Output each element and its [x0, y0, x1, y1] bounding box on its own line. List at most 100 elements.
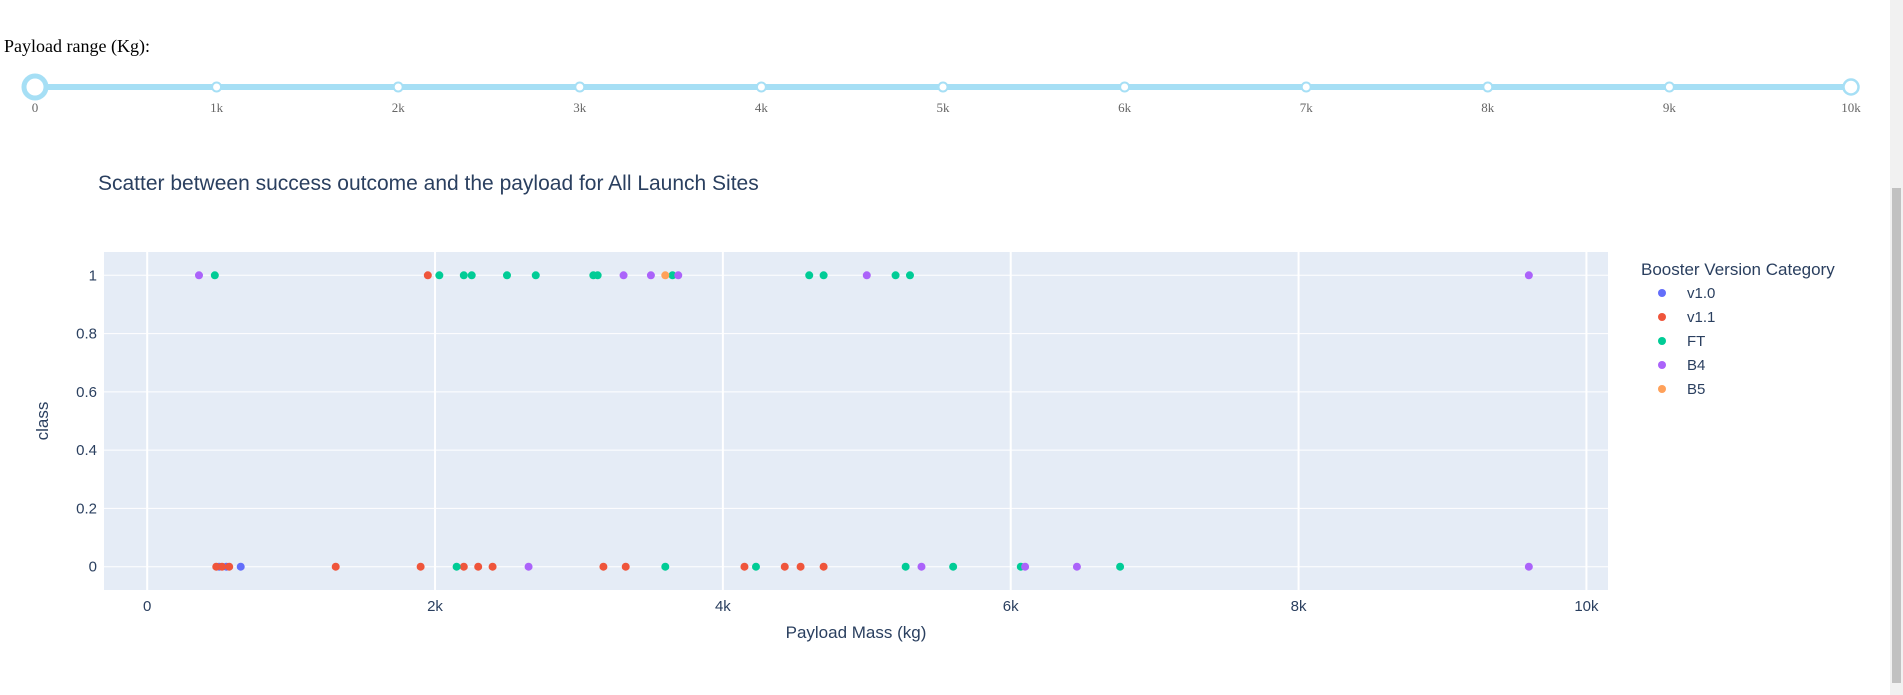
legend-item-label[interactable]: B5	[1687, 381, 1705, 398]
data-point-ft[interactable]	[210, 271, 219, 280]
data-point-ft[interactable]	[668, 271, 677, 280]
payload-range-slider[interactable]: 0 1k 2k 3k 4k 5k 6k 7k 8k 9k 10k	[0, 70, 1903, 130]
data-point-v1-0[interactable]	[236, 562, 245, 571]
legend-title: Booster Version Category	[1641, 260, 1835, 279]
x-tick-label: 2k	[427, 598, 443, 615]
slider-handle-max[interactable]	[1842, 78, 1860, 96]
legend-marker[interactable]	[1658, 337, 1666, 345]
x-tick-label: 10k	[1574, 598, 1599, 615]
data-point-ft[interactable]	[819, 271, 828, 280]
payload-range-label: Payload range (Kg):	[4, 36, 150, 56]
data-point-b4[interactable]	[674, 271, 683, 280]
x-axis-label: Payload Mass (kg)	[786, 623, 927, 642]
data-point-v1-1[interactable]	[740, 562, 749, 571]
slider-mark-dot[interactable]	[211, 81, 223, 93]
y-tick-label: 0.2	[76, 500, 97, 517]
data-point-ft[interactable]	[459, 271, 468, 280]
data-point-v1-1[interactable]	[416, 562, 425, 571]
slider-mark-label: 9k	[1663, 100, 1677, 115]
data-point-b4[interactable]	[619, 271, 628, 280]
data-point-v1-1[interactable]	[474, 562, 483, 571]
chart-title: Scatter between success outcome and the …	[98, 172, 759, 195]
slider-mark-dot[interactable]	[1482, 81, 1494, 93]
data-point-ft[interactable]	[751, 562, 760, 571]
slider-handle-min[interactable]	[21, 73, 49, 101]
legend-marker[interactable]	[1658, 313, 1666, 321]
data-point-ft[interactable]	[435, 271, 444, 280]
legend-marker[interactable]	[1658, 385, 1666, 393]
data-point-v1-1[interactable]	[225, 562, 234, 571]
slider-mark-dot[interactable]	[1119, 81, 1131, 93]
data-point-b4[interactable]	[194, 271, 203, 280]
data-point-ft[interactable]	[502, 271, 511, 280]
x-tick-label: 8k	[1291, 598, 1307, 615]
y-tick-label: 0.8	[76, 326, 97, 343]
slider-mark-label: 10k	[1841, 100, 1861, 115]
data-point-v1-1[interactable]	[331, 562, 340, 571]
y-tick-label: 0.4	[76, 442, 97, 459]
y-tick-label: 0	[89, 559, 97, 576]
scatter-chart: Scatter between success outcome and the …	[33, 172, 1835, 642]
legend-item-label[interactable]: v1.1	[1687, 309, 1715, 326]
slider-mark-dot[interactable]	[755, 81, 767, 93]
data-point-b4[interactable]	[1072, 562, 1081, 571]
slider-mark-label: 2k	[392, 100, 406, 115]
slider-mark-label: 8k	[1481, 100, 1495, 115]
data-point-b4[interactable]	[1524, 562, 1533, 571]
data-point-ft[interactable]	[1116, 562, 1125, 571]
data-point-b4[interactable]	[646, 271, 655, 280]
slider-mark-dot[interactable]	[1300, 81, 1312, 93]
data-point-v1-1[interactable]	[780, 562, 789, 571]
data-point-v1-1[interactable]	[459, 562, 468, 571]
slider-mark-dot[interactable]	[574, 81, 586, 93]
page-scrollbar[interactable]	[1890, 0, 1903, 695]
data-point-ft[interactable]	[531, 271, 540, 280]
data-point-b4[interactable]	[917, 562, 926, 571]
slider-mark-label: 0	[32, 100, 39, 115]
data-point-ft[interactable]	[949, 562, 958, 571]
data-point-ft[interactable]	[467, 271, 476, 280]
y-tick-label: 0.6	[76, 384, 97, 401]
data-point-b5[interactable]	[661, 271, 670, 280]
slider-mark-label: 6k	[1118, 100, 1132, 115]
legend-item-label[interactable]: FT	[1687, 333, 1705, 350]
slider-mark-label: 3k	[573, 100, 587, 115]
data-point-ft[interactable]	[593, 271, 602, 280]
data-point-ft[interactable]	[805, 271, 814, 280]
data-point-v1-1[interactable]	[218, 562, 227, 571]
legend-marker[interactable]	[1658, 361, 1666, 369]
legend-marker[interactable]	[1658, 289, 1666, 297]
data-point-v1-1[interactable]	[488, 562, 497, 571]
data-point-b4[interactable]	[1021, 562, 1030, 571]
slider-mark-dot[interactable]	[392, 81, 404, 93]
data-point-ft[interactable]	[891, 271, 900, 280]
data-point-v1-1[interactable]	[621, 562, 630, 571]
data-point-ft[interactable]	[661, 562, 670, 571]
y-tick-label: 1	[89, 267, 97, 284]
data-point-v1-1[interactable]	[212, 562, 221, 571]
data-point-ft[interactable]	[901, 562, 910, 571]
slider-mark-label: 5k	[937, 100, 951, 115]
data-point-b4[interactable]	[1524, 271, 1533, 280]
slider-mark-dot[interactable]	[1663, 81, 1675, 93]
data-point-ft[interactable]	[452, 562, 461, 571]
legend-item-label[interactable]: B4	[1687, 357, 1705, 374]
x-tick-label: 6k	[1003, 598, 1019, 615]
data-point-v1-1[interactable]	[423, 271, 432, 280]
data-point-b4[interactable]	[524, 562, 533, 571]
y-axis-label: class	[33, 402, 52, 441]
slider-mark-label: 7k	[1300, 100, 1314, 115]
scrollbar-thumb[interactable]	[1892, 188, 1901, 683]
slider-mark-label: 1k	[210, 100, 224, 115]
legend-item-label[interactable]: v1.0	[1687, 285, 1715, 302]
data-point-ft[interactable]	[905, 271, 914, 280]
x-tick-label: 4k	[715, 598, 731, 615]
slider-mark-dot[interactable]	[937, 81, 949, 93]
data-point-v1-1[interactable]	[819, 562, 828, 571]
data-point-v1-1[interactable]	[796, 562, 805, 571]
plot-background	[104, 252, 1608, 590]
x-tick-label: 0	[143, 598, 151, 615]
data-point-v1-1[interactable]	[599, 562, 608, 571]
data-point-b4[interactable]	[862, 271, 871, 280]
slider-mark-label: 4k	[755, 100, 769, 115]
